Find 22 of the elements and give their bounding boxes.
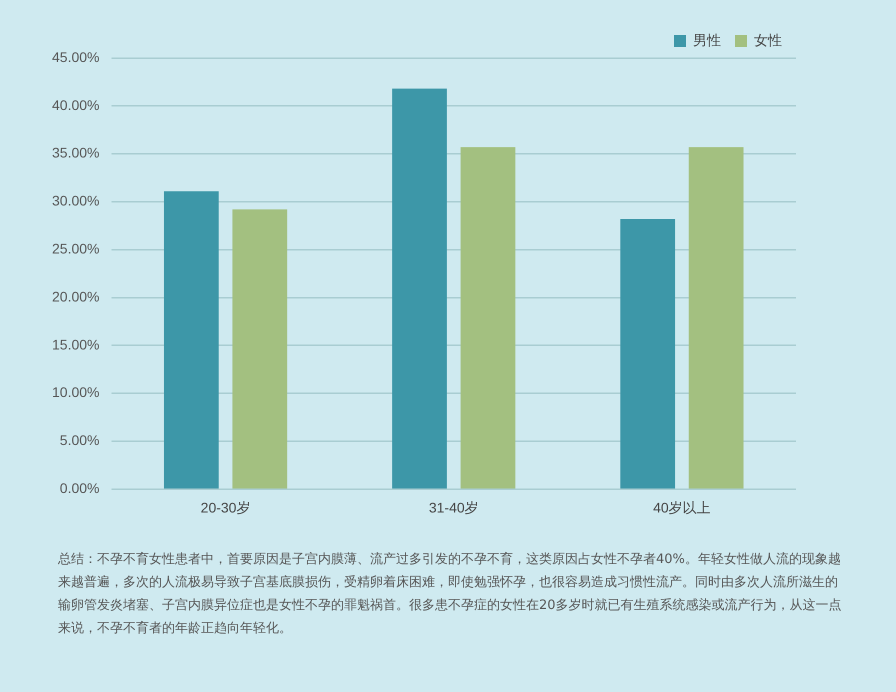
y-tick-label: 45.00% [52, 48, 100, 65]
y-tick-label: 15.00% [52, 336, 100, 352]
bar [460, 147, 516, 488]
y-tick-label: 35.00% [52, 144, 100, 161]
legend-label: 男性 [693, 32, 721, 48]
bar [392, 88, 447, 488]
bar [232, 209, 288, 488]
y-tick-label: 40.00% [52, 96, 100, 113]
y-tick-label: 25.00% [52, 240, 100, 257]
y-tick-label: 10.00% [52, 384, 100, 400]
y-tick-label: 30.00% [52, 192, 100, 209]
bar [688, 147, 744, 488]
bar [164, 191, 219, 488]
legend-label: 女性 [754, 32, 782, 48]
y-tick-label: 20.00% [52, 288, 100, 304]
y-tick-label: 0.00% [60, 480, 100, 496]
x-tick-label: 20-30岁 [200, 499, 250, 516]
text: 总结：不孕不育女性患者中，首要原因是子宫内膜薄、流产过多引发的不孕不育，这类原因占女性不孕者40%。年轻女性做人流的现象越来越普遍，多次的人流极易导致子宫基底膜损伤，受精卵着床困难，即使勉强怀孕，也很容易造成习惯性流产。同时由多次人流所滋生的输卵管发炎堵塞、子宫内膜异位症也是女性不孕的罪魁祸首。很多患不孕症的女性在20多岁时就已有生殖系统感染或流产行为，从这一点来说，不孕不育者的年龄正趋向年轻化。 [58, 550, 843, 638]
x-tick-label: 31-40岁 [428, 499, 479, 516]
x-tick-label: 40岁以上 [653, 499, 711, 516]
bar [620, 218, 676, 488]
y-tick-label: 5.00% [60, 432, 100, 448]
